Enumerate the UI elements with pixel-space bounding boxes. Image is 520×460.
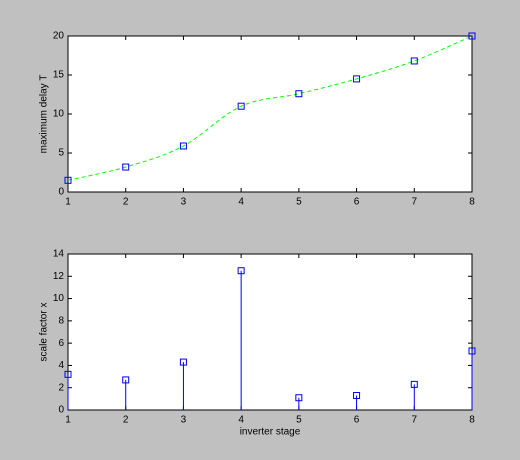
y-tick-label: 8: [58, 315, 64, 326]
marker: [353, 75, 361, 83]
marker: [122, 163, 130, 171]
marker: [353, 392, 361, 400]
y-tick-label: 20: [53, 31, 65, 42]
y-tick-label: 0: [58, 187, 64, 198]
x-axis-label: inverter stage: [240, 427, 301, 438]
marker: [410, 380, 418, 388]
y-tick-label: 12: [53, 271, 65, 282]
line: [67, 35, 473, 181]
y-tick-label: 15: [53, 70, 65, 81]
y-tick-label: 10: [53, 293, 65, 304]
marker: [237, 267, 245, 275]
y-tick-label: 2: [58, 382, 64, 393]
marker: [468, 32, 476, 40]
plot-area: [68, 36, 472, 192]
y-tick-label: 0: [58, 405, 64, 416]
marker: [237, 102, 245, 110]
x-tick-label: 3: [181, 415, 187, 426]
marker: [64, 370, 72, 378]
x-tick-label: 1: [65, 415, 71, 426]
marker: [410, 57, 418, 65]
x-tick-label: 6: [354, 197, 360, 208]
y-tick-label: 4: [58, 360, 64, 371]
marker: [295, 394, 303, 402]
marker: [295, 90, 303, 98]
y-tick-label: 5: [58, 148, 64, 159]
marker: [179, 358, 187, 366]
x-tick-label: 4: [238, 197, 244, 208]
y-tick-label: 14: [53, 249, 65, 260]
x-tick-label: 8: [469, 197, 475, 208]
y-tick-label: 10: [53, 109, 65, 120]
x-tick-label: 2: [123, 415, 129, 426]
x-tick-label: 5: [296, 197, 302, 208]
axes-frame: [67, 253, 473, 411]
x-tick-label: 2: [123, 197, 129, 208]
marker: [122, 376, 130, 384]
x-tick-label: 8: [469, 415, 475, 426]
x-tick-label: 5: [296, 415, 302, 426]
y-axis-label: maximum delay T: [39, 75, 50, 154]
marker: [64, 176, 72, 184]
y-tick-label: 6: [58, 338, 64, 349]
x-tick-label: 1: [65, 197, 71, 208]
y-axis-label: scale factor x: [39, 303, 50, 362]
x-tick-label: 7: [412, 415, 418, 426]
x-tick-label: 3: [181, 197, 187, 208]
axes-frame: [67, 35, 473, 193]
marker: [468, 347, 476, 355]
x-tick-label: 4: [238, 415, 244, 426]
x-tick-label: 6: [354, 415, 360, 426]
marker: [179, 142, 187, 150]
plot-area: [68, 254, 472, 410]
x-tick-label: 7: [412, 197, 418, 208]
